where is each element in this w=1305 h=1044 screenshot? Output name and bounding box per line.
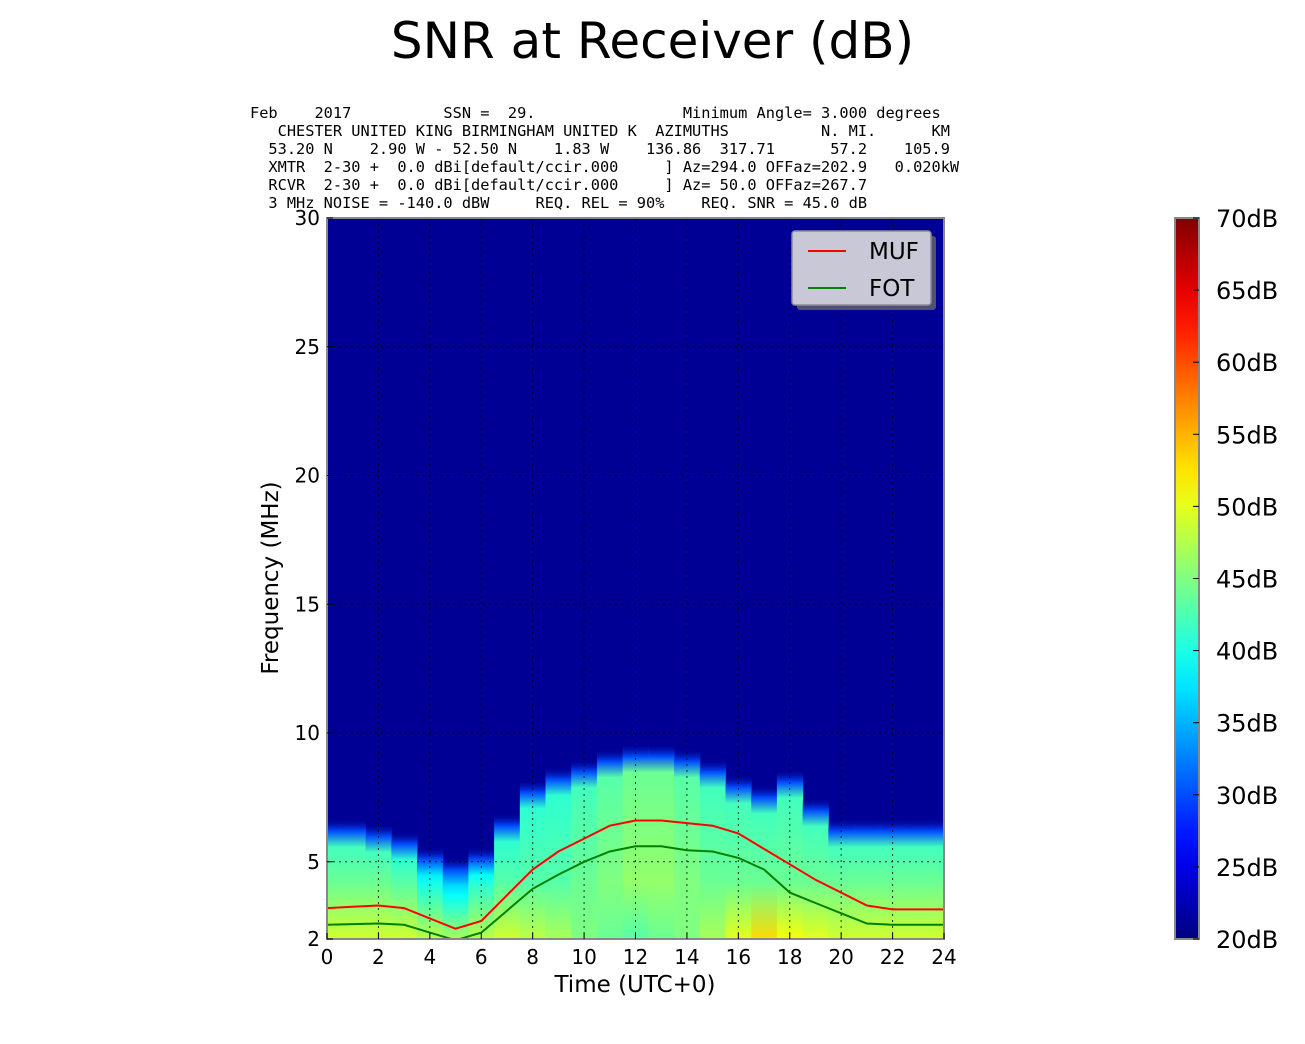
x-tick-label: 20 — [828, 945, 853, 969]
x-tick-label: 14 — [674, 945, 699, 969]
series-lines — [327, 819, 944, 939]
heatmap-column — [854, 817, 881, 939]
y-axis-label: Frequency (MHz) — [258, 481, 284, 674]
heatmap-column — [622, 743, 649, 939]
x-tick-label: 6 — [475, 945, 488, 969]
chart-title: SNR at Receiver (dB) — [390, 12, 915, 70]
colorbar-tick-label: 35dB — [1216, 710, 1278, 738]
legend-label-muf: MUF — [869, 239, 919, 265]
x-tick-label: 0 — [321, 945, 334, 969]
series-line-fot — [327, 845, 944, 939]
y-tick-label: 5 — [307, 850, 320, 874]
header-line: 53.20 N 2.90 W - 52.50 N 1.83 W 136.86 3… — [250, 140, 950, 158]
heatmap-column — [931, 817, 944, 939]
header-line: XMTR 2-30 + 0.0 dBi[default/ccir.000 ] A… — [250, 158, 960, 176]
x-tick-label: 16 — [726, 945, 751, 969]
colorbar: 20dB 25dB 30dB 35dB 40dB 45dB 50dB 55dB 60dB 65dB… — [1174, 205, 1278, 954]
colorbar-ticks: 20dB 25dB 30dB 35dB 40dB 45dB 50dB 55dB 60dB 65dB… — [1193, 205, 1278, 954]
colorbar-tick-label: 25dB — [1216, 854, 1278, 882]
plot-area — [327, 218, 944, 939]
colorbar-tick-label: 60dB — [1216, 349, 1278, 377]
y-tick-label: 20 — [295, 464, 320, 488]
prediction-header: Feb 2017 SSN = 29. Minimum Angle= 3.000 … — [250, 104, 959, 212]
x-tick-label: 22 — [880, 945, 905, 969]
header-line: CHESTER UNITED KING BIRMINGHAM UNITED K … — [250, 122, 950, 140]
colorbar-tick-label: 20dB — [1216, 926, 1278, 954]
heatmap-column — [519, 779, 547, 939]
heatmap-column — [391, 830, 418, 939]
colorbar-tick-label: 70dB — [1216, 205, 1278, 233]
x-tick-label: 10 — [571, 945, 596, 969]
heatmap-column — [751, 784, 778, 939]
x-tick-label: 2 — [372, 945, 385, 969]
colorbar-tick-label: 65dB — [1216, 277, 1278, 305]
heatmap-column — [802, 797, 829, 939]
y-tick-label: 30 — [295, 206, 320, 230]
x-tick-label: 18 — [777, 945, 802, 969]
legend: MUF FOT — [791, 230, 932, 306]
header-line: RCVR 2-30 + 0.0 dBi[default/ccir.000 ] A… — [250, 176, 868, 194]
colorbar-tick-label: 45dB — [1216, 566, 1278, 594]
heatmap-column — [648, 743, 675, 939]
y-tick-label: 2 — [307, 927, 320, 951]
heatmap-column — [699, 758, 727, 939]
header-line: 3 MHz NOISE = -140.0 dBW REQ. REL = 90% … — [250, 194, 868, 212]
heatmap-column — [339, 817, 367, 939]
y-tick-label: 25 — [295, 335, 320, 359]
heatmap-column — [545, 766, 572, 939]
x-tick-label: 24 — [931, 945, 956, 969]
heatmap-column — [905, 817, 932, 939]
x-tick-label: 4 — [423, 945, 436, 969]
legend-box — [791, 230, 932, 306]
grid — [327, 218, 944, 939]
x-tick-label: 12 — [623, 945, 648, 969]
legend-label-fot: FOT — [869, 276, 915, 302]
heatmap-column — [494, 812, 521, 939]
x-axis-label: Time (UTC+0) — [553, 972, 715, 998]
colorbar-tick-label: 40dB — [1216, 638, 1278, 666]
y-tick-label: 10 — [295, 721, 320, 745]
colorbar-tick-label: 55dB — [1216, 421, 1278, 449]
colorbar-tick-label: 30dB — [1216, 782, 1278, 810]
heatmap-column — [327, 817, 341, 939]
header-line: Feb 2017 SSN = 29. Minimum Angle= 3.000 … — [250, 104, 941, 122]
series-line-muf — [327, 819, 944, 930]
x-tick-label: 8 — [526, 945, 539, 969]
colorbar-tick-label: 50dB — [1216, 493, 1278, 521]
heatmap-column — [596, 748, 624, 939]
y-tick-label: 15 — [295, 592, 320, 616]
